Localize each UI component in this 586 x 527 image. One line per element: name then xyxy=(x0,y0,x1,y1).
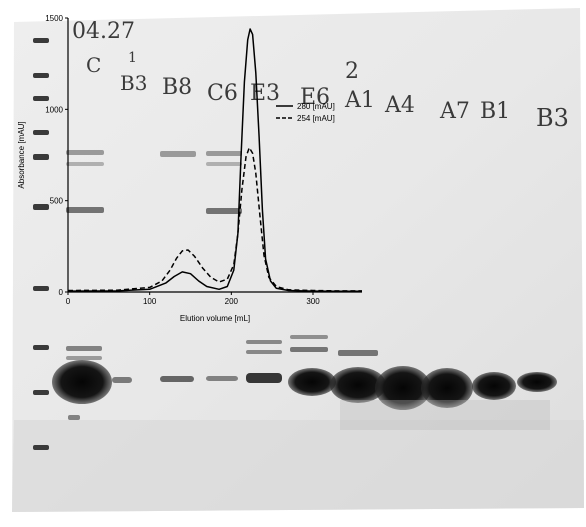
gel-bottom-smear xyxy=(12,420,584,512)
band-lane-c6 xyxy=(206,151,242,156)
ladder-band xyxy=(33,345,49,350)
band-lane-b8 xyxy=(160,151,196,157)
band-lane-e3 xyxy=(246,373,282,383)
band-lane-c xyxy=(66,356,102,360)
band-lane-e6 xyxy=(290,347,328,352)
chromatogram: 0 500 1000 1500 0 100 200 300 Absorbance [mAU]… xyxy=(17,14,362,323)
series-line-254 xyxy=(67,146,362,292)
x-ticks: 0 100 200 300 xyxy=(66,292,320,306)
ladder-band xyxy=(33,445,49,450)
ladder-band xyxy=(33,73,49,78)
band-lane-c xyxy=(68,415,80,420)
band-lane-c xyxy=(66,346,102,351)
ladder-band xyxy=(33,96,49,101)
band-lane-c xyxy=(66,162,104,166)
legend-label-280: 280 [mAU] xyxy=(297,102,335,111)
band-lane-c xyxy=(66,207,104,213)
legend: 280 [mAU] 254 [mAU] xyxy=(276,102,335,123)
handwritten-labels: 04.27 1 2 C B3 B8 C6 E3 E6 A1 A4 A7 B1 B… xyxy=(72,19,569,132)
ladder-band xyxy=(33,390,49,395)
lane-label-a4: A4 xyxy=(384,93,415,118)
small-mark: 1 xyxy=(128,50,137,66)
y-axis-label: Absorbance [mAU] xyxy=(17,121,26,188)
top-annotation: 04.27 xyxy=(72,19,135,44)
lane-label-a1: A1 xyxy=(344,88,375,113)
ladder-lane xyxy=(33,38,49,450)
series-line-280 xyxy=(67,28,362,293)
band-lane-c6 xyxy=(206,162,242,166)
lane-label-b8: B8 xyxy=(162,75,192,100)
small-mark: 2 xyxy=(345,59,359,84)
band-smear xyxy=(340,400,550,430)
lane-label-b1: B1 xyxy=(480,99,510,124)
lane-label-b3-right: B3 xyxy=(536,104,569,132)
band-lane-e3 xyxy=(246,350,282,354)
lane-label-a7: A7 xyxy=(439,99,470,124)
y-tick-label: 1000 xyxy=(45,105,63,114)
band-lane-e6-main xyxy=(288,368,336,396)
band-lane-e6 xyxy=(290,335,328,339)
x-tick-label: 300 xyxy=(306,297,320,306)
y-tick-label: 0 xyxy=(59,288,64,297)
ladder-band xyxy=(33,154,49,160)
band-lane-c6 xyxy=(206,376,238,381)
legend-label-254: 254 [mAU] xyxy=(297,114,335,123)
y-tick-label: 500 xyxy=(50,197,64,206)
y-ticks: 0 500 1000 1500 xyxy=(45,14,68,297)
band-lane-b1-main xyxy=(472,372,516,400)
band-lane-e3 xyxy=(246,340,282,344)
sample-bands xyxy=(52,150,557,430)
band-lane-b3-right-main xyxy=(517,372,557,392)
band-lane-b8 xyxy=(160,376,194,382)
x-tick-label: 200 xyxy=(225,297,239,306)
x-tick-label: 100 xyxy=(143,297,157,306)
band-lane-a1-main xyxy=(330,367,386,403)
lane-label-c6: C6 xyxy=(207,81,238,106)
band-lane-a1 xyxy=(338,350,378,356)
band-lane-c xyxy=(66,150,104,155)
ladder-band xyxy=(33,286,49,291)
ladder-band xyxy=(33,204,49,210)
band-lane-b3 xyxy=(112,377,132,383)
y-tick-label: 1500 xyxy=(45,14,63,23)
band-lane-c6 xyxy=(206,208,242,214)
lane-label-e3: E3 xyxy=(250,81,280,106)
band-lane-a4-main xyxy=(375,366,431,410)
ladder-band xyxy=(33,130,49,135)
lane-label-b3: B3 xyxy=(120,71,147,95)
series-group xyxy=(67,28,362,293)
x-tick-label: 0 xyxy=(66,297,71,306)
band-lane-a7-main xyxy=(421,368,473,408)
x-axis-label: Elution volume [mL] xyxy=(180,314,250,323)
lane-label-e6: E6 xyxy=(300,85,330,110)
lane-label-c: C xyxy=(86,53,101,77)
ladder-band xyxy=(33,38,49,43)
band-lane-c-main xyxy=(52,360,112,404)
